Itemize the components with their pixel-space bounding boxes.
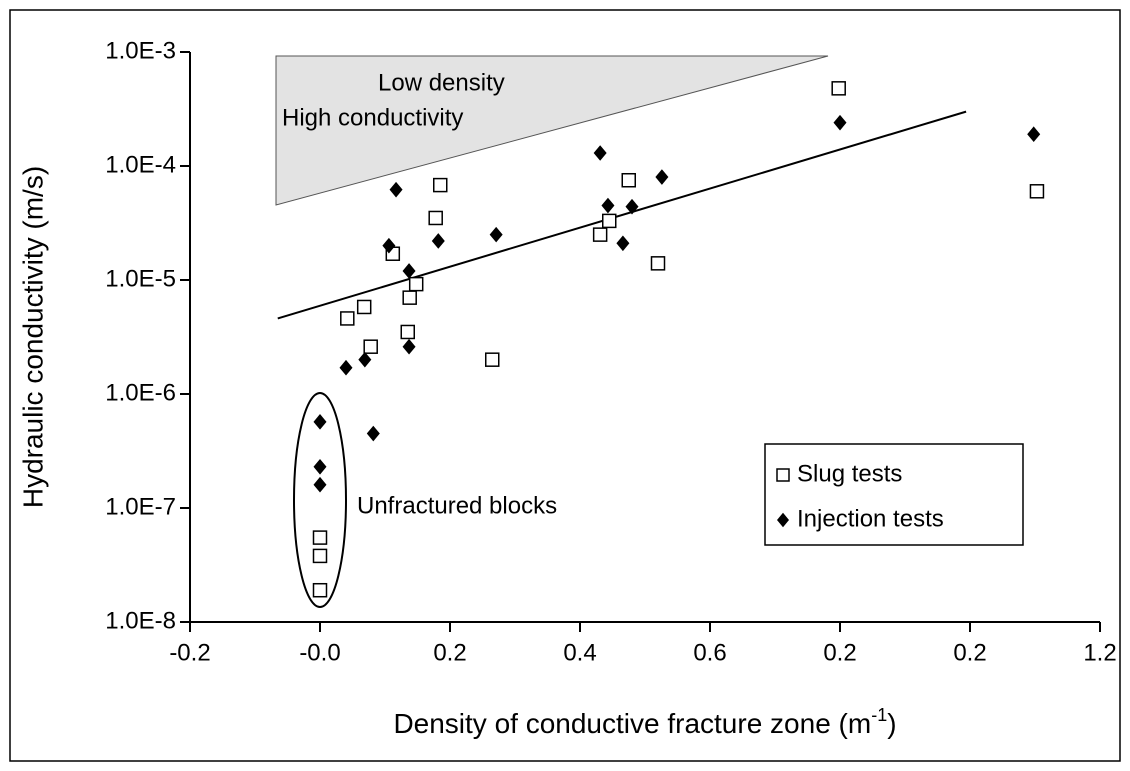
x-label-end: ) <box>887 708 896 739</box>
annotation: Low density <box>378 69 505 96</box>
point <box>313 414 327 430</box>
x-tick-label: 1.2 <box>1083 639 1116 666</box>
y-tick-label: 1.0E-3 <box>105 37 176 64</box>
y-tick-label: 1.0E-4 <box>105 151 176 178</box>
point <box>616 235 630 252</box>
point <box>601 197 615 214</box>
legend <box>764 443 1024 546</box>
annotation: Unfractured blocks <box>357 492 557 519</box>
point <box>358 351 372 368</box>
x-tick-label: 0.4 <box>563 639 596 666</box>
point <box>389 181 403 198</box>
point <box>1029 184 1045 199</box>
legend-label: Injection tests <box>797 505 944 532</box>
annotation: High conductivity <box>282 104 463 131</box>
y-axis-label: Hydraulic conductivity (m/s) <box>17 166 48 508</box>
point <box>382 237 396 254</box>
point <box>428 210 443 226</box>
point <box>366 425 380 442</box>
point <box>402 338 416 355</box>
x-label-sup: -1 <box>871 705 887 725</box>
legend-marker <box>776 468 790 482</box>
x-tick-label: -0.2 <box>169 639 210 666</box>
point <box>312 548 328 564</box>
point <box>402 290 417 305</box>
x-tick-label: 0.2 <box>953 639 986 666</box>
x-axis-label: Density of conductive fracture zone (m-1… <box>393 705 896 740</box>
point <box>312 530 328 545</box>
x-label-text: Density of conductive fracture zone (m <box>393 708 871 739</box>
point <box>340 311 355 326</box>
point <box>602 213 617 229</box>
point <box>431 233 445 249</box>
point <box>313 476 327 493</box>
region <box>275 55 829 206</box>
point <box>831 81 846 96</box>
group-ellipse <box>293 392 347 608</box>
x-tick-label: 0.2 <box>823 639 856 666</box>
point <box>433 177 448 193</box>
y-tick-label: 1.0E-5 <box>105 265 176 292</box>
point <box>650 256 666 271</box>
point <box>402 263 416 279</box>
y-tick-label: 1.0E-7 <box>105 493 176 520</box>
trendline <box>277 110 967 320</box>
point <box>356 299 372 315</box>
point <box>400 324 415 340</box>
point <box>313 458 327 475</box>
point <box>625 198 639 215</box>
point <box>312 582 328 598</box>
legend-marker <box>777 512 789 528</box>
point <box>489 226 503 243</box>
point <box>592 227 608 242</box>
x-tick-label: -0.0 <box>299 639 340 666</box>
point <box>655 169 669 185</box>
point <box>833 114 847 131</box>
x-tick-label: 0.6 <box>693 639 726 666</box>
x-tick-label: 0.2 <box>433 639 466 666</box>
point <box>408 276 424 292</box>
point <box>1027 126 1041 143</box>
point <box>621 172 636 188</box>
y-tick-label: 1.0E-8 <box>105 607 176 634</box>
point <box>485 352 500 367</box>
y-tick-label: 1.0E-6 <box>105 379 176 406</box>
legend-label: Slug tests <box>797 460 902 487</box>
point <box>339 359 353 376</box>
point <box>593 145 607 161</box>
point <box>363 339 378 354</box>
frame <box>9 9 1121 762</box>
